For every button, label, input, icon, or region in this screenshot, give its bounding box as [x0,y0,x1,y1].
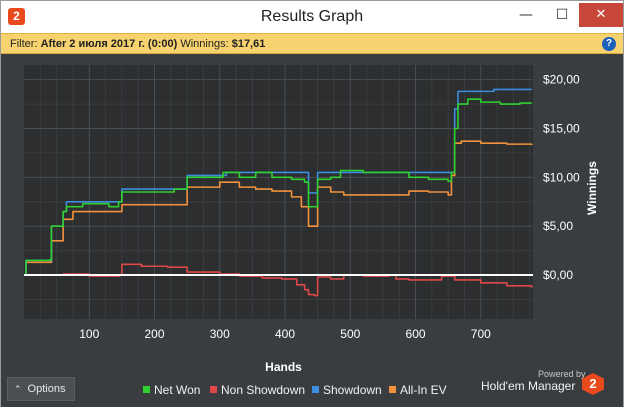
x-tick-label: 600 [406,327,426,341]
legend-swatch [389,386,396,393]
close-button[interactable]: ✕ [579,3,623,27]
legend-showdown[interactable]: Showdown [312,383,382,397]
app-logo-icon: 2 [8,8,25,25]
x-tick-label: 100 [79,327,99,341]
legend-label: Net Won [154,383,201,397]
options-button[interactable]: ⌃ Options [7,377,75,401]
y-tick-label: $20,00 [543,73,580,87]
winnings-label: Winnings: [180,38,229,50]
x-axis-label: Hands [265,360,302,373]
filter-value: After 2 июля 2017 г. (0:00) [40,38,178,50]
x-tick-label: 300 [210,327,230,341]
legend-swatch [312,386,319,393]
help-icon[interactable]: ? [602,37,616,51]
window-title: Results Graph [260,8,364,25]
filter-prefix: Filter: [10,38,38,50]
holdem-manager-logo-icon: 2 [582,373,604,395]
brand-name: Hold'em Manager [481,379,576,393]
options-label: Options [27,383,66,395]
legend-label: Showdown [323,383,382,397]
results-chart: 100 200 300 400 500 600 700 $0,00 $5,00 $10,00 $1… [2,55,622,373]
winnings-value: $17,61 [231,38,266,50]
bottom-bar: ⌃ Options Net Won Non Showdown Showdown A… [1,369,623,407]
y-tick-label: $5,00 [543,219,573,233]
x-tick-label: 500 [340,327,360,341]
legend-swatch [210,386,217,393]
plot-area [24,65,533,319]
legend-all-in-ev[interactable]: All-In EV [389,383,447,397]
y-axis-label: Winnings [585,161,599,215]
chevron-up-icon: ⌃ [14,384,22,394]
y-tick-label: $0,00 [543,268,573,282]
legend-net-won[interactable]: Net Won [143,383,200,397]
minimize-button[interactable]: — [519,7,533,23]
x-tick-label: 200 [144,327,164,341]
title-bar[interactable]: 2 Results Graph — ☐ ✕ [1,1,623,33]
legend-label: Non Showdown [221,383,306,397]
legend-non-showdown[interactable]: Non Showdown [210,383,305,397]
legend-swatch [143,386,150,393]
filter-summary: Filter: After 2 июля 2017 г. (0:00) Winn… [10,38,265,50]
x-tick-label: 400 [275,327,295,341]
series-line-net-won [24,98,532,276]
chart-series [24,88,533,297]
x-axis-ticks: 100 200 300 400 500 600 700 [79,327,491,341]
y-axis-ticks: $0,00 $5,00 $10,00 $15,00 $20,00 [543,73,580,282]
series-line-non-showdown [24,263,533,297]
maximize-button[interactable]: ☐ [555,7,569,23]
x-tick-label: 700 [471,327,491,341]
legend-label: All-In EV [400,383,447,397]
filter-bar: Filter: After 2 июля 2017 г. (0:00) Winn… [1,33,623,54]
y-tick-label: $10,00 [543,170,580,184]
powered-by-text: Powered by [538,369,586,379]
y-tick-label: $15,00 [543,122,580,136]
